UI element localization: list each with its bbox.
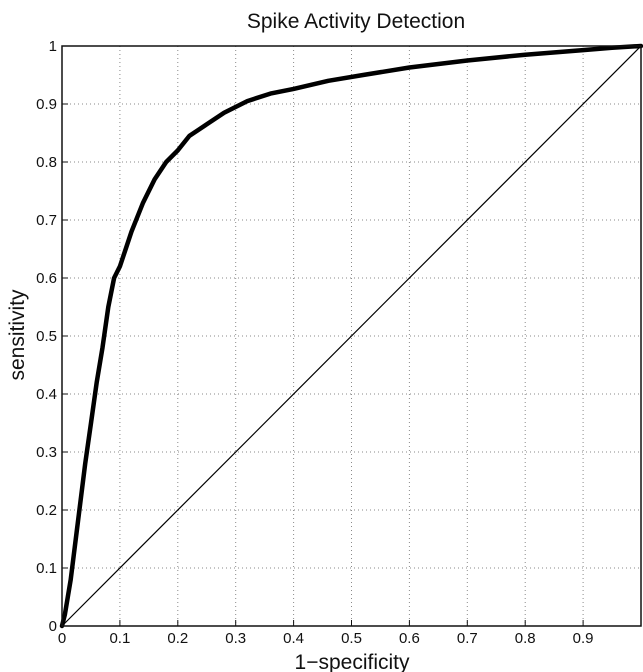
x-tick-label: 0.6: [399, 630, 420, 647]
y-tick-label: 1: [49, 38, 57, 55]
x-tick-label: 0: [58, 630, 66, 647]
axis-ticks: 0 0.1 0.2 0.3 0.4 0.5 0.6 0.7 0.8 0.9 0 0.1 0.2 0.3 0.…: [36, 38, 593, 647]
x-tick-label: 0.7: [457, 630, 478, 647]
y-tick-label: 0.2: [36, 502, 57, 519]
y-tick-label: 0.8: [36, 154, 57, 171]
y-tick-label: 0.9: [36, 96, 57, 113]
y-tick-label: 0.5: [36, 328, 57, 345]
x-tick-label: 0.3: [225, 630, 246, 647]
x-tick-label: 0.1: [109, 630, 130, 647]
grid: [62, 46, 641, 626]
x-tick-label: 0.9: [573, 630, 594, 647]
x-tick-label: 0.2: [167, 630, 188, 647]
y-tick-label: 0.7: [36, 212, 57, 229]
x-tick-label: 0.5: [341, 630, 362, 647]
y-tick-label: 0.3: [36, 444, 57, 461]
y-tick-label: 0.1: [36, 560, 57, 577]
x-tick-label: 0.8: [515, 630, 536, 647]
chart-title: Spike Activity Detection: [247, 10, 465, 33]
y-tick-label: 0.4: [36, 386, 57, 403]
y-axis-label: sensitivity: [6, 289, 29, 381]
plot-series: [59, 43, 643, 629]
y-tick-label: 0: [49, 618, 57, 635]
x-axis-label: 1−specificity: [295, 651, 410, 672]
roc-curve-line: [59, 43, 643, 629]
x-tick-label: 0.4: [283, 630, 304, 647]
y-tick-label: 0.6: [36, 270, 57, 287]
chance-diagonal-line: [61, 45, 642, 627]
